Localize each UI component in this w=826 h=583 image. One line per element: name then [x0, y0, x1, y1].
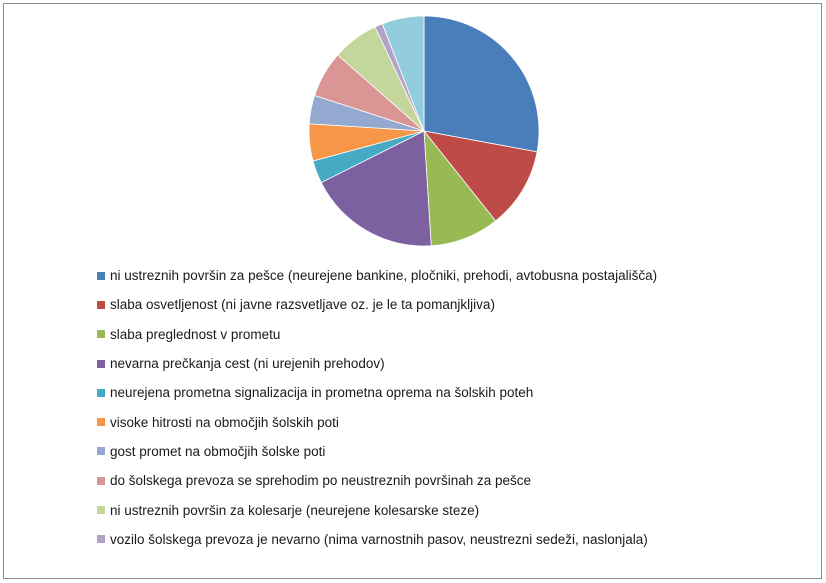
legend-label: slaba osvetljenost (ni javne razsvetljav…	[110, 297, 495, 313]
pie-slice-11	[381, 15, 425, 132]
legend-label: ni ustreznih površin za kolesarje (neure…	[110, 502, 480, 518]
legend-item: visoke hitrosti na območjih šolskih poti	[97, 407, 657, 436]
legend-swatch	[97, 359, 105, 368]
legend-label: vozilo šolskega prevoza je nevarno (nima…	[110, 531, 648, 547]
legend-item: ni ustreznih površin za pešce (neurejene…	[97, 261, 657, 290]
legend-item: neurejena prometna signalizacija in prom…	[97, 378, 657, 407]
pie-slice-4	[320, 130, 432, 247]
legend-item: slaba preglednost v prometu	[97, 320, 657, 349]
pie-chart	[308, 15, 540, 247]
legend-swatch	[97, 506, 105, 515]
legend-label: nevarna prečkanja cest (ni urejenih preh…	[110, 356, 385, 372]
legend-swatch	[97, 535, 105, 544]
chart-legend: ni ustreznih površin za pešce (neurejene…	[97, 261, 657, 554]
legend-item: nevarna prečkanja cest (ni urejenih preh…	[97, 349, 657, 378]
legend-item: slaba osvetljenost (ni javne razsvetljav…	[97, 290, 657, 319]
legend-label: ni ustreznih površin za pešce (neurejene…	[110, 268, 658, 284]
chart-area: ni ustreznih površin za pešce (neurejene…	[3, 3, 822, 579]
pie-slice-2	[423, 130, 538, 222]
legend-swatch	[97, 447, 105, 456]
legend-item: ni ustreznih površin za kolesarje (neure…	[97, 495, 657, 524]
legend-item: gost promet na območjih šolske poti	[97, 437, 657, 466]
legend-swatch	[97, 476, 105, 485]
legend-swatch	[97, 418, 105, 427]
legend-label: neurejena prometna signalizacija in prom…	[110, 385, 534, 401]
pie-slice-1	[423, 15, 540, 153]
legend-item: vozilo šolskega prevoza je nevarno (nima…	[97, 525, 657, 554]
legend-label: gost promet na območjih šolske poti	[110, 443, 326, 459]
legend-item: do šolskega prevoza se sprehodim po neus…	[97, 466, 657, 495]
legend-swatch	[97, 271, 105, 280]
legend-swatch	[97, 300, 105, 309]
legend-swatch	[97, 330, 105, 339]
legend-label: visoke hitrosti na območjih šolskih poti	[110, 414, 339, 430]
legend-swatch	[97, 388, 105, 397]
legend-label: slaba preglednost v prometu	[110, 326, 281, 342]
legend-label: do šolskega prevoza se sprehodim po neus…	[110, 473, 531, 489]
